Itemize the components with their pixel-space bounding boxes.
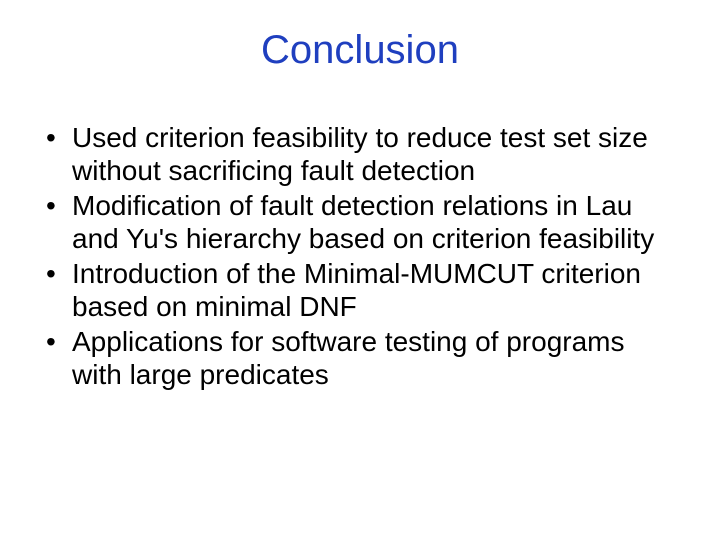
list-item: Introduction of the Minimal-MUMCUT crite… xyxy=(42,257,680,323)
bullet-list: Used criterion feasibility to reduce tes… xyxy=(42,121,680,391)
slide-title: Conclusion xyxy=(0,28,720,73)
slide-body: Used criterion feasibility to reduce tes… xyxy=(0,121,720,391)
list-item: Applications for software testing of pro… xyxy=(42,325,680,391)
list-item: Modification of fault detection relation… xyxy=(42,189,680,255)
list-item: Used criterion feasibility to reduce tes… xyxy=(42,121,680,187)
slide: Conclusion Used criterion feasibility to… xyxy=(0,0,720,540)
